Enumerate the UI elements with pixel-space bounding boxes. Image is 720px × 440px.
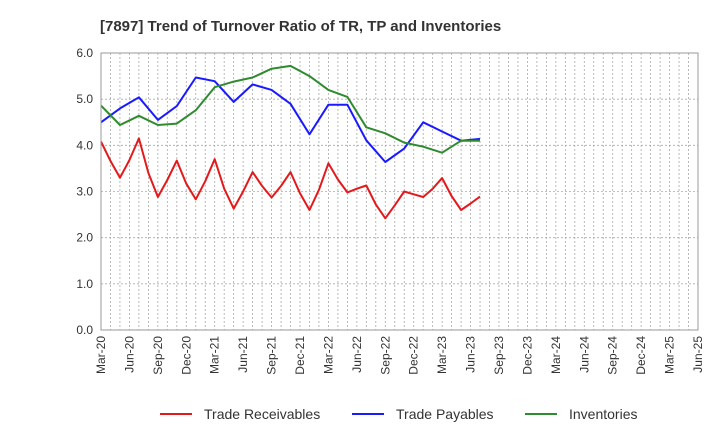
x-tick-label: Dec-22 [407,336,421,375]
x-tick-label: Sep-20 [151,336,165,375]
legend-label: Inventories [569,406,637,422]
x-tick-label: Jun-23 [464,336,478,373]
y-tick-label: 4.0 [76,138,93,152]
chart-title: [7897] Trend of Turnover Ratio of TR, TP… [100,18,501,35]
x-tick-label: Mar-22 [321,336,335,374]
x-tick-label: Jun-25 [691,336,705,373]
x-tick-label: Mar-23 [435,336,449,374]
series-line-trade-payables [100,76,481,163]
x-axis-ticks: Mar-20 Jun-20 Sep-20 Dec-20 Mar-21 Jun-21 Sep-… [94,336,705,375]
x-tick-label: Jun-22 [350,336,364,373]
x-tick-label: Mar-24 [549,336,563,374]
x-tick-label: Mar-21 [208,336,222,374]
y-tick-label: 6.0 [76,46,93,60]
plot-frame [100,52,699,331]
series-line-inventories [100,64,480,154]
x-tick-label: Sep-22 [378,336,392,375]
x-tick-label: Jun-24 [577,336,591,373]
x-tick-label: Sep-21 [265,336,279,375]
y-tick-label: 1.0 [76,277,93,291]
x-tick-label: Dec-24 [634,336,648,375]
y-tick-label: 3.0 [76,185,93,199]
legend: Trade Receivables Trade Payables Inventori… [160,406,637,422]
y-axis-ticks: 0.0 1.0 2.0 3.0 4.0 5.0 6.0 [76,46,93,337]
x-tick-label: Sep-24 [606,336,620,375]
series-line-trade-receivables [100,137,481,220]
x-tick-label: Jun-20 [122,336,136,373]
series-lines [100,64,481,220]
x-tick-label: Sep-23 [492,336,506,375]
legend-label: Trade Payables [396,406,494,422]
x-tick-label: Dec-21 [293,336,307,375]
x-tick-label: Mar-25 [663,336,677,374]
x-tick-label: Jun-21 [236,336,250,373]
y-tick-label: 2.0 [76,231,93,245]
x-tick-label: Dec-20 [179,336,193,375]
y-tick-label: 0.0 [76,323,93,337]
x-tick-label: Dec-23 [520,336,534,375]
y-tick-label: 5.0 [76,92,93,106]
legend-label: Trade Receivables [204,406,320,422]
x-tick-label: Mar-20 [94,336,108,374]
